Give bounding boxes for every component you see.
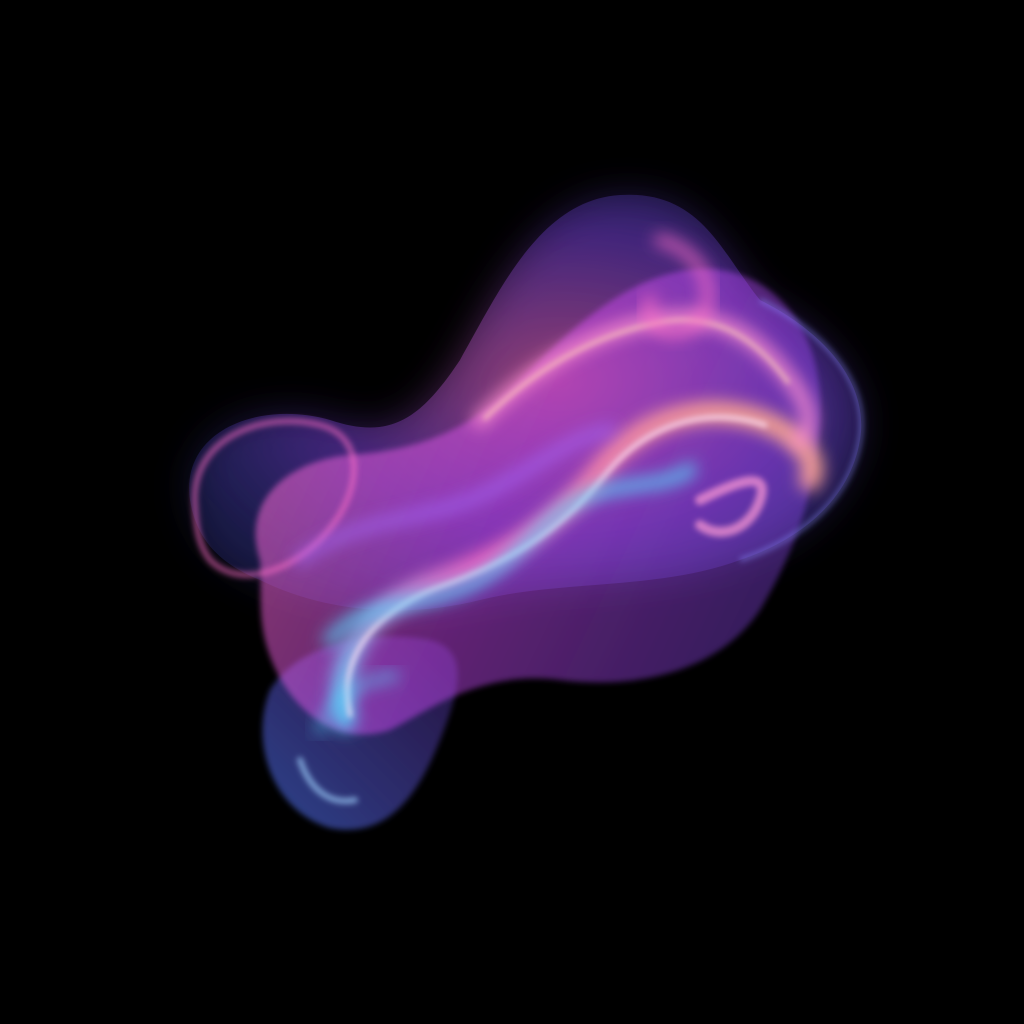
swirl-ribbon-curl (642, 234, 714, 339)
swirl-ribbon-upper-highlight (483, 318, 790, 420)
left-lobe-rim (191, 418, 357, 578)
swirl-ribbon-cyan (323, 463, 697, 647)
tail-highlight (297, 757, 358, 804)
swirl-ribbon-violet (294, 424, 616, 566)
tail-glow-streak (315, 671, 400, 735)
swirl-ribbon-right-curl (695, 476, 767, 537)
main-fluid-body (255, 269, 821, 735)
right-envelope-rim (739, 297, 864, 563)
